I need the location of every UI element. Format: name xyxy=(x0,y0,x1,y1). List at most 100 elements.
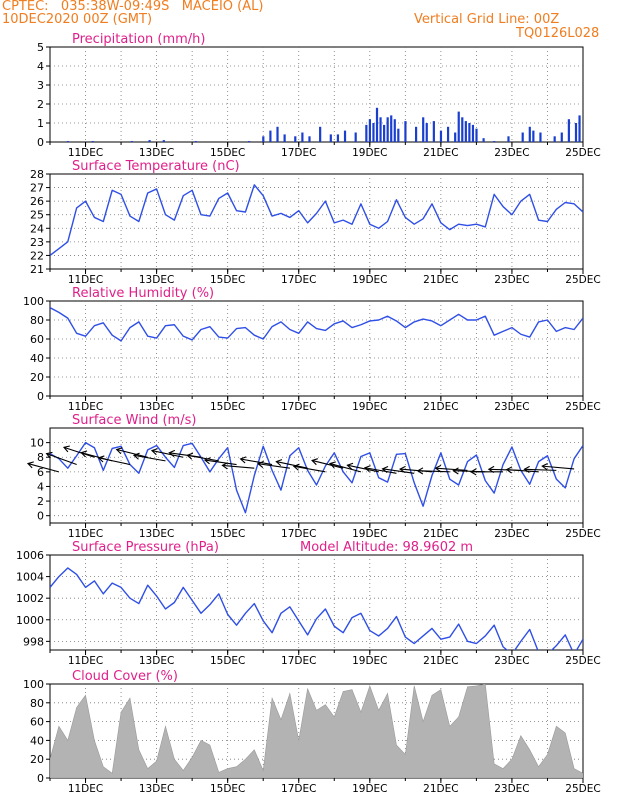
precip-bar xyxy=(574,123,578,142)
wind-xtick-label: 21DEC xyxy=(423,528,458,540)
precip-bar xyxy=(578,115,581,142)
precip-bar xyxy=(446,126,450,142)
precip-bar xyxy=(521,132,524,142)
rh-ytick-label: 40 xyxy=(30,352,44,365)
precip-bar xyxy=(471,124,475,142)
cloud-ytick-label: 40 xyxy=(30,734,44,747)
temp-ytick-label: 21 xyxy=(30,263,44,276)
temp-ytick-label: 27 xyxy=(30,182,44,195)
wind-arrow xyxy=(240,458,273,466)
rh-xtick-label: 11DEC xyxy=(68,401,103,413)
precip-bar xyxy=(432,121,435,142)
header-model-id: TQ0126L028 xyxy=(516,26,600,41)
wind-arrow xyxy=(417,470,450,473)
precip-xtick-label: 13DEC xyxy=(139,147,174,159)
precip-bar xyxy=(329,134,332,142)
wind-line xyxy=(50,441,583,514)
precip-ytick-label: 4 xyxy=(37,60,44,73)
wind-arrow-head xyxy=(505,466,513,474)
wind-arrow-head xyxy=(80,450,88,458)
precip-bar xyxy=(383,124,386,142)
cloud-title: Cloud Cover (%) xyxy=(72,669,178,684)
pressure-xtick-label: 19DEC xyxy=(352,655,387,667)
pressure-xtick-label: 21DEC xyxy=(423,655,458,667)
rh-xtick-label: 13DEC xyxy=(139,401,174,413)
pressure-title: Surface Pressure (hPa) xyxy=(72,540,219,555)
temp-frame xyxy=(49,173,584,270)
wind-arrow-head xyxy=(150,448,158,456)
temp-ytick-label: 23 xyxy=(30,236,44,249)
precip-xtick-label: 19DEC xyxy=(352,147,387,159)
wind-arrow-head xyxy=(26,461,34,469)
precip-bar xyxy=(372,123,375,142)
precip-bar xyxy=(493,141,496,142)
header-grid-note: Vertical Grid Line: 00Z xyxy=(414,12,560,27)
precip-bar xyxy=(507,136,510,142)
precip-xtick-label: 17DEC xyxy=(281,147,316,159)
precip-ytick-label: 3 xyxy=(37,79,44,92)
pressure-ytick-label: 1004 xyxy=(16,571,44,584)
wind-arrow-head xyxy=(186,452,194,460)
wind-arrow xyxy=(435,467,468,471)
pressure-xtick-label: 11DEC xyxy=(68,655,103,667)
cloud-ytick-label: 80 xyxy=(30,697,44,710)
wind-arrow xyxy=(542,465,575,470)
temp-ytick-label: 25 xyxy=(30,209,44,222)
precip-bar xyxy=(422,117,425,142)
precip-bar xyxy=(343,130,347,142)
pressure-line xyxy=(50,567,583,650)
precip-bar xyxy=(475,128,478,142)
precip-bar xyxy=(319,126,322,142)
cloud-xtick-label: 13DEC xyxy=(139,783,174,795)
wind-xtick-label: 11DEC xyxy=(68,528,103,540)
wind-arrow-head xyxy=(275,459,283,467)
precip-bar xyxy=(386,117,389,142)
cloud-xtick-label: 15DEC xyxy=(210,783,245,795)
temp-xtick-label: 25DEC xyxy=(565,274,600,286)
wind-arrow-head xyxy=(434,464,442,473)
precip-bar xyxy=(528,126,531,142)
precip-bar xyxy=(532,130,535,142)
wind-ytick-label: 2 xyxy=(37,495,44,508)
precip-bar xyxy=(269,130,272,142)
precip-bar xyxy=(66,141,69,142)
temp-xtick-label: 21DEC xyxy=(423,274,458,286)
wind-arrow-head xyxy=(416,467,424,475)
precip-bar xyxy=(365,124,368,142)
precip-bar xyxy=(553,136,556,142)
rh-ytick-label: 20 xyxy=(30,371,44,384)
precip-xtick-label: 15DEC xyxy=(210,147,245,159)
precip-bar xyxy=(404,121,407,142)
wind-arrow xyxy=(524,468,557,471)
precip-bar xyxy=(130,141,133,142)
wind-arrow xyxy=(311,459,344,469)
temp-ytick-label: 26 xyxy=(30,195,44,208)
rh-ytick-label: 100 xyxy=(23,295,44,308)
rh-ytick-label: 0 xyxy=(37,390,44,403)
wind-arrow-head xyxy=(523,465,530,473)
pressure-ytick-label: 998 xyxy=(23,635,44,648)
wind-arrow xyxy=(364,467,397,474)
precip-bar xyxy=(308,136,311,142)
temp-ytick-label: 28 xyxy=(30,168,44,181)
precip-bar xyxy=(414,126,418,142)
wind-arrow-head xyxy=(203,457,211,465)
wind-arrow xyxy=(258,463,290,469)
precip-xtick-label: 21DEC xyxy=(423,147,458,159)
temp-line xyxy=(50,184,583,256)
precip-bar xyxy=(425,123,428,142)
rh-xtick-label: 17DEC xyxy=(281,401,316,413)
precip-bar xyxy=(336,134,340,142)
wind-ytick-label: 4 xyxy=(37,480,44,493)
wind-xtick-label: 23DEC xyxy=(494,528,529,540)
cloud-xtick-label: 19DEC xyxy=(352,783,387,795)
pressure-ytick-label: 1002 xyxy=(16,592,44,605)
temp-xtick-label: 15DEC xyxy=(210,274,245,286)
precip-bar xyxy=(461,117,464,142)
pressure-ytick-label: 1000 xyxy=(16,614,44,627)
cloud-ytick-label: 20 xyxy=(30,753,44,766)
wind-arrow-head xyxy=(399,465,406,474)
wind-xtick-label: 15DEC xyxy=(210,528,245,540)
wind-arrow-head xyxy=(328,461,336,469)
temp-title: Surface Temperature (nC) xyxy=(72,159,240,174)
